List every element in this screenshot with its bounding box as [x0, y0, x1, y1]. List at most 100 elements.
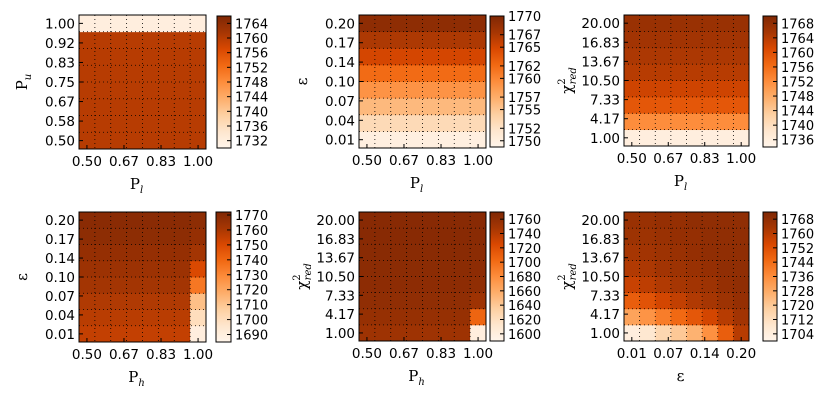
heatmap-cell — [110, 65, 128, 83]
heatmap-cell — [422, 244, 439, 261]
heatmap-cell — [470, 15, 487, 33]
heatmap-cell — [359, 15, 376, 33]
heatmap-cell — [374, 276, 392, 294]
heatmap-cell — [717, 129, 734, 147]
heatmap-cell — [639, 324, 656, 342]
heatmap-cell — [470, 212, 487, 229]
heatmap-cell — [670, 308, 687, 326]
heatmap-cell — [717, 80, 734, 98]
colorbar-tick-label: 1752 — [235, 61, 268, 76]
heatmap-cell — [655, 15, 672, 32]
heatmap-cell — [422, 324, 439, 342]
heatmap-cell — [624, 96, 641, 114]
y-tick-label: 0.75 — [45, 75, 75, 91]
colorbar-tick-label: 1680 — [508, 271, 541, 286]
y-tick-label: 20.00 — [316, 213, 355, 229]
colorbar-tick-label: 1660 — [508, 285, 541, 300]
heatmap-cell — [624, 47, 641, 65]
heatmap-cell — [422, 228, 439, 245]
heatmap-cell — [110, 212, 128, 229]
y-tick-label: 0.17 — [45, 232, 75, 248]
y-tick-label: 0.04 — [45, 308, 75, 324]
heatmap-cell — [639, 15, 656, 32]
x-axis-label: Pl — [130, 175, 143, 196]
heatmap-cell — [670, 96, 687, 114]
heatmap-cell — [624, 260, 641, 277]
heatmap-cell — [158, 244, 175, 262]
heatmap-cell — [670, 80, 687, 98]
heatmap-cell — [438, 81, 455, 99]
heatmap-cell — [702, 31, 719, 49]
heatmap-cell — [110, 277, 128, 294]
heatmap-cell — [142, 65, 159, 83]
heatmap-panel-6: 0.01 0.07 0.14 0.20 1.00 4.17 7.33 10.50 13.67 16… — [557, 211, 814, 385]
heatmap-cell — [190, 98, 207, 116]
heatmap-cell — [79, 98, 96, 116]
colorbar-tick-label: 1640 — [508, 299, 541, 314]
heatmap-cell — [733, 228, 750, 245]
heatmap-cell — [110, 260, 128, 278]
colorbar-tick-label: 1704 — [781, 328, 814, 343]
heatmap-cell — [624, 64, 641, 81]
x-axis-label: Pl — [410, 174, 423, 195]
heatmap-cell — [110, 115, 128, 133]
heatmap-cell — [670, 276, 687, 294]
heatmap-cell — [470, 292, 487, 310]
heatmap-cell — [158, 212, 175, 229]
heatmap-cell — [374, 81, 392, 99]
heatmap-cell — [733, 260, 750, 277]
colorbar-tick-label: 1690 — [235, 329, 268, 344]
colorbar — [215, 211, 232, 343]
heatmap-cell — [733, 244, 750, 261]
colorbar-tick-label: 1762 — [508, 60, 541, 75]
heatmap-cell — [390, 276, 408, 294]
heatmap-cell — [702, 276, 719, 294]
heatmap-cell — [359, 212, 376, 229]
y-axis-label: ε — [13, 273, 31, 281]
y-tick-label: 4.17 — [590, 307, 620, 323]
heatmap-cell — [438, 15, 455, 33]
heatmap-cell — [655, 244, 672, 261]
heatmap-cell — [624, 308, 641, 326]
heatmap-cell — [110, 325, 128, 343]
colorbar-tick-label: 1700 — [235, 314, 268, 329]
heatmap-cell — [158, 260, 175, 278]
heatmap-cell — [374, 48, 392, 66]
heatmap-cell — [733, 308, 750, 326]
heatmap-cell — [359, 98, 376, 116]
heatmap-cell — [79, 212, 96, 229]
heatmap-cell — [422, 276, 439, 294]
heatmap-cell — [733, 96, 750, 114]
heatmap-cell — [406, 244, 423, 261]
heatmap-cell — [359, 131, 376, 149]
heatmap-cell — [655, 228, 672, 245]
colorbar-tick-label: 1764 — [235, 17, 268, 32]
heatmap-cell — [79, 325, 96, 343]
heatmap-cell — [110, 228, 128, 245]
heatmap-cell — [79, 82, 96, 100]
heatmap-cell — [717, 31, 734, 49]
heatmap-cell — [454, 308, 471, 326]
heatmap-cell — [158, 309, 175, 327]
heatmap-cell — [390, 48, 408, 66]
x-tick-label: 0.14 — [690, 346, 720, 362]
heatmap-cell — [174, 212, 191, 229]
heatmap-cell — [733, 129, 750, 147]
heatmap-cell — [94, 115, 112, 133]
heatmap-cell — [624, 15, 641, 32]
y-tick-label: 16.83 — [581, 35, 620, 51]
y-tick-label: 0.20 — [45, 213, 75, 229]
heatmap-cell — [422, 260, 439, 277]
heatmap-cell — [142, 98, 159, 116]
heatmap-cell — [422, 81, 439, 99]
heatmap-cell — [406, 260, 423, 277]
heatmap-cell — [174, 31, 191, 49]
colorbar-tick-label: 1728 — [781, 285, 814, 300]
heatmap-cell — [374, 131, 392, 149]
heatmap-cell — [374, 15, 392, 33]
heatmap-cell — [359, 114, 376, 132]
heatmap-cell — [454, 244, 471, 261]
heatmap-cell — [470, 308, 487, 326]
x-tick-label: 0.67 — [653, 151, 683, 167]
colorbar-tick-label: 1770 — [235, 209, 268, 224]
